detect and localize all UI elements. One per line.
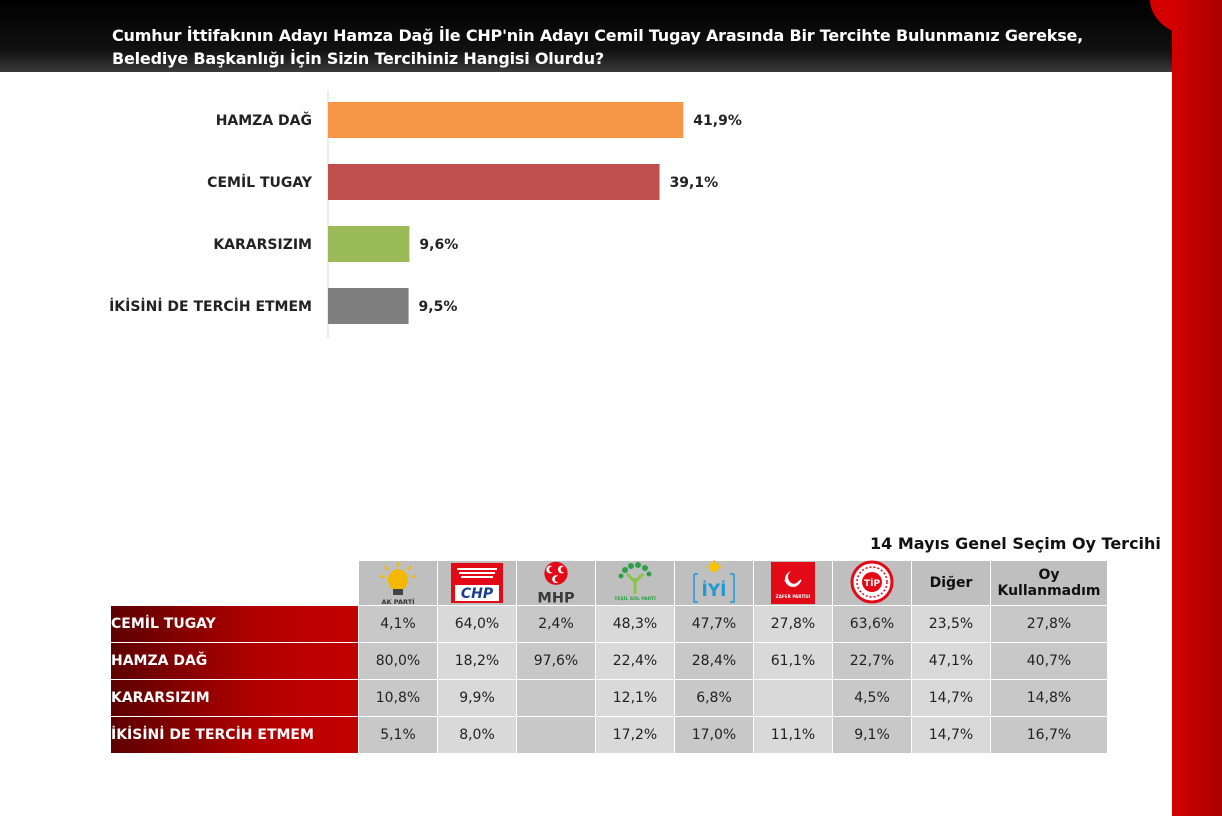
table-row: HAMZA DAĞ 80,0% 18,2% 97,6% 22,4% 28,4% 61,1% 2… xyxy=(111,643,1107,679)
table-cell: 48,3% xyxy=(596,606,674,642)
table-cell: 5,1% xyxy=(359,717,437,753)
table-cell: 80,0% xyxy=(359,643,437,679)
table-row: İKİSİNİ DE TERCİH ETMEM 5,1% 8,0% 17,2% 17,0… xyxy=(111,717,1107,753)
table-cell: 6,8% xyxy=(675,680,753,716)
decorative-side-band xyxy=(1172,0,1222,816)
table-row: CEMİL TUGAY 4,1% 64,0% 2,4% 48,3% 47,7% 27,8% 6… xyxy=(111,606,1107,642)
ak-parti-logo-text: AK PARTİ xyxy=(381,597,414,606)
bar-value-label: 9,6% xyxy=(419,237,458,253)
table-cell: 16,7% xyxy=(991,717,1107,753)
yesil-sol-parti-logo-cell: YEŞİL SOL PARTİ xyxy=(596,561,674,605)
bar xyxy=(328,102,684,138)
table-cell: 8,0% xyxy=(438,717,516,753)
table-cell: 47,1% xyxy=(912,643,990,679)
category-label: KARARSIZIM xyxy=(213,237,312,253)
table-cell: 23,5% xyxy=(912,606,990,642)
mhp-logo: MHP xyxy=(526,561,586,606)
bar-value-label: 9,5% xyxy=(419,299,458,315)
bar xyxy=(328,164,660,200)
table-cell: 14,7% xyxy=(912,680,990,716)
mhp-logo-text: MHP xyxy=(537,590,575,606)
table-cell: 40,7% xyxy=(991,643,1107,679)
mhp-logo-cell: MHP xyxy=(517,561,595,606)
chp-logo: CHP xyxy=(447,561,507,605)
category-label: CEMİL TUGAY xyxy=(207,174,313,191)
table-cell xyxy=(754,680,832,716)
tip-logo-cell: TİP xyxy=(833,560,911,605)
table-cell: 9,1% xyxy=(833,717,911,753)
table-cell: 18,2% xyxy=(438,643,516,679)
table-cell: 11,1% xyxy=(754,717,832,753)
bar-value-label: 39,1% xyxy=(670,175,719,191)
tip-logo-text: TİP xyxy=(864,578,880,589)
table-cell: 17,2% xyxy=(596,717,674,753)
iyi-parti-logo-cell: İYİ xyxy=(675,560,753,605)
table-cell: 14,8% xyxy=(991,680,1107,716)
row-label: HAMZA DAĞ xyxy=(111,643,358,679)
row-label: KARARSIZIM xyxy=(111,680,358,716)
table-corner xyxy=(111,561,358,605)
iyi-parti-logo: İYİ xyxy=(684,560,744,605)
category-label: HAMZA DAĞ xyxy=(216,111,312,129)
ak-parti-logo: AK PARTİ xyxy=(368,561,428,606)
iyi-parti-logo-text: İYİ xyxy=(702,579,727,601)
table-cell: 63,6% xyxy=(833,606,911,642)
ak-parti-logo-cell: AK PARTİ xyxy=(359,561,437,606)
table-cell: 4,5% xyxy=(833,680,911,716)
table-cell: 22,4% xyxy=(596,643,674,679)
table-cell: 27,8% xyxy=(754,606,832,642)
tip-logo: TİP xyxy=(842,560,902,605)
table-header-row: AK PARTİ CHP xyxy=(111,560,1107,606)
table-cell: 27,8% xyxy=(991,606,1107,642)
row-label: CEMİL TUGAY xyxy=(111,606,358,642)
table-cell: 9,9% xyxy=(438,680,516,716)
table-cell: 64,0% xyxy=(438,606,516,642)
yesil-sol-parti-logo: YEŞİL SOL PARTİ xyxy=(605,561,665,605)
table-cell: 4,1% xyxy=(359,606,437,642)
preference-bar-chart: HAMZA DAĞ 41,9% CEMİL TUGAY 39,1% KARARSIZIM… xyxy=(109,90,742,338)
header-band: Cumhur İttifakının Adayı Hamza Dağ İle C… xyxy=(0,0,1180,72)
yesil-sol-parti-logo-text: YEŞİL SOL PARTİ xyxy=(613,595,656,602)
header-other: Diğer xyxy=(912,561,990,605)
zafer-partisi-logo-text: ZAFER PARTİSİ xyxy=(776,594,811,599)
table-cell: 10,8% xyxy=(359,680,437,716)
table-cell: 61,1% xyxy=(754,643,832,679)
table-title: 14 Mayıs Genel Seçim Oy Tercihi xyxy=(870,534,1161,553)
table-cell: 28,4% xyxy=(675,643,753,679)
table-cell: 2,4% xyxy=(517,606,595,642)
table-cell: 22,7% xyxy=(833,643,911,679)
table-cell: 47,7% xyxy=(675,606,753,642)
table-cell: 14,7% xyxy=(912,717,990,753)
bar xyxy=(328,288,409,324)
row-label: İKİSİNİ DE TERCİH ETMEM xyxy=(111,717,358,753)
bar-value-label: 41,9% xyxy=(693,113,742,129)
table-cell: 17,0% xyxy=(675,717,753,753)
page-title: Cumhur İttifakının Adayı Hamza Dağ İle C… xyxy=(112,26,1084,68)
table-cell: 97,6% xyxy=(517,643,595,679)
chp-logo-cell: CHP xyxy=(438,561,516,605)
category-label: İKİSİNİ DE TERCİH ETMEM xyxy=(109,298,312,315)
table-cell xyxy=(517,680,595,716)
chp-logo-text: CHP xyxy=(461,586,494,602)
bar xyxy=(328,226,410,262)
table-cell: 12,1% xyxy=(596,680,674,716)
table-cell xyxy=(517,717,595,753)
header-did-not-vote: Oy Kullanmadım xyxy=(991,561,1107,605)
vote-breakdown-table: AK PARTİ CHP xyxy=(110,560,1108,754)
zafer-partisi-logo-cell: ZAFER PARTİSİ xyxy=(754,561,832,605)
table-row: KARARSIZIM 10,8% 9,9% 12,1% 6,8% 4,5% 14,7% 14,… xyxy=(111,680,1107,716)
zafer-partisi-logo: ZAFER PARTİSİ xyxy=(763,561,823,605)
